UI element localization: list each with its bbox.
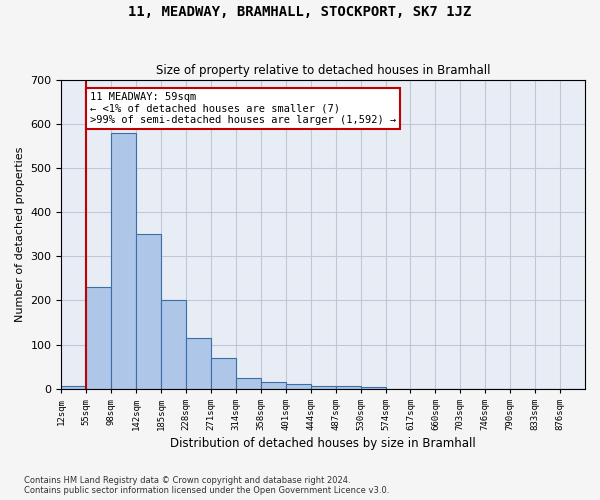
Bar: [61, 386, 86, 389]
Text: Contains HM Land Registry data © Crown copyright and database right 2024.
Contai: Contains HM Land Registry data © Crown c…: [24, 476, 389, 495]
Y-axis label: Number of detached properties: Number of detached properties: [15, 146, 25, 322]
Title: Size of property relative to detached houses in Bramhall: Size of property relative to detached ho…: [156, 64, 490, 77]
Bar: [111, 132, 136, 389]
Text: 11, MEADWAY, BRAMHALL, STOCKPORT, SK7 1JZ: 11, MEADWAY, BRAMHALL, STOCKPORT, SK7 1J…: [128, 5, 472, 19]
Bar: [311, 386, 335, 389]
X-axis label: Distribution of detached houses by size in Bramhall: Distribution of detached houses by size …: [170, 437, 476, 450]
Text: 11 MEADWAY: 59sqm
← <1% of detached houses are smaller (7)
>99% of semi-detached: 11 MEADWAY: 59sqm ← <1% of detached hous…: [90, 92, 397, 125]
Bar: [211, 358, 236, 389]
Bar: [361, 386, 386, 389]
Bar: [136, 234, 161, 389]
Bar: [236, 378, 261, 389]
Bar: [86, 287, 111, 389]
Bar: [286, 384, 311, 389]
Bar: [186, 338, 211, 389]
Bar: [261, 382, 286, 389]
Bar: [161, 300, 186, 389]
Bar: [335, 386, 361, 389]
